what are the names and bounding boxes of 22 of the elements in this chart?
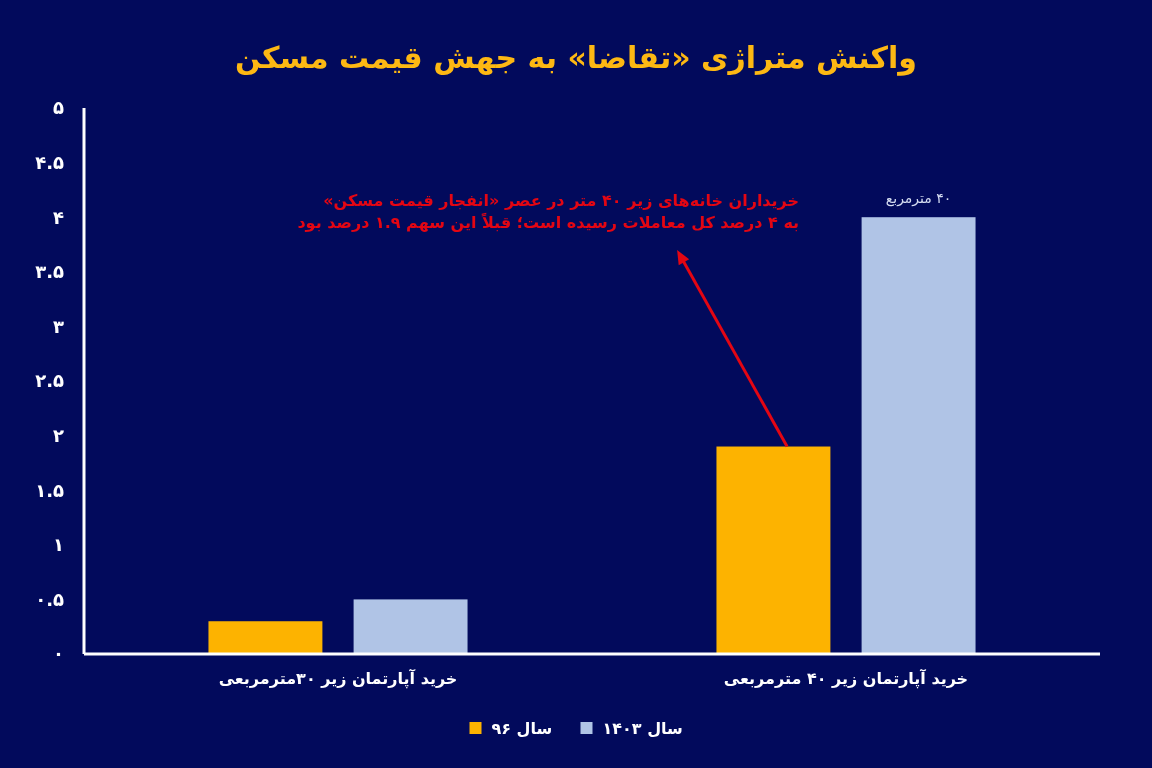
bar <box>208 621 323 654</box>
y-tick-label: ۳.۵ <box>35 261 65 283</box>
y-tick-label: ۴.۵ <box>35 151 65 173</box>
annotation: خریداران خانه‌های زیر ۴۰ متر در عصر «انفجار قیمت مسکن» به ۴ درصد کل معاملات رسیده است؛ قبلاً این سهم ۱.۹ درصد بود <box>297 191 800 232</box>
y-tick-label: ۲.۵ <box>35 370 65 392</box>
y-tick-label: ۲ <box>53 424 64 446</box>
bar <box>716 446 831 654</box>
y-tick-label: ۱.۵ <box>35 479 65 501</box>
y-tick-label: ۰.۵ <box>35 588 65 610</box>
x-tick-label: خرید آپارتمان زیر ۳۰مترمربعی <box>218 668 458 689</box>
legend-label: سال ۱۴۰۳ <box>602 718 683 738</box>
chart-title: واکنش متراژی «تقاضا» به جهش قیمت مسکن <box>235 40 917 76</box>
y-tick-label: ۴ <box>53 206 64 228</box>
annotation: ۴۰ مترمربع <box>885 190 952 208</box>
y-tick-label: ۰ <box>53 643 64 665</box>
bar <box>861 217 976 654</box>
y-tick-label: ۱ <box>53 534 64 556</box>
y-tick-label: ۳ <box>53 315 64 337</box>
legend-label: سال ۹۶ <box>491 718 553 738</box>
y-tick-label: ۵ <box>53 97 64 119</box>
bar <box>353 599 468 654</box>
x-tick-label: خرید آپارتمان زیر ۴۰ مترمربعی <box>723 668 969 689</box>
